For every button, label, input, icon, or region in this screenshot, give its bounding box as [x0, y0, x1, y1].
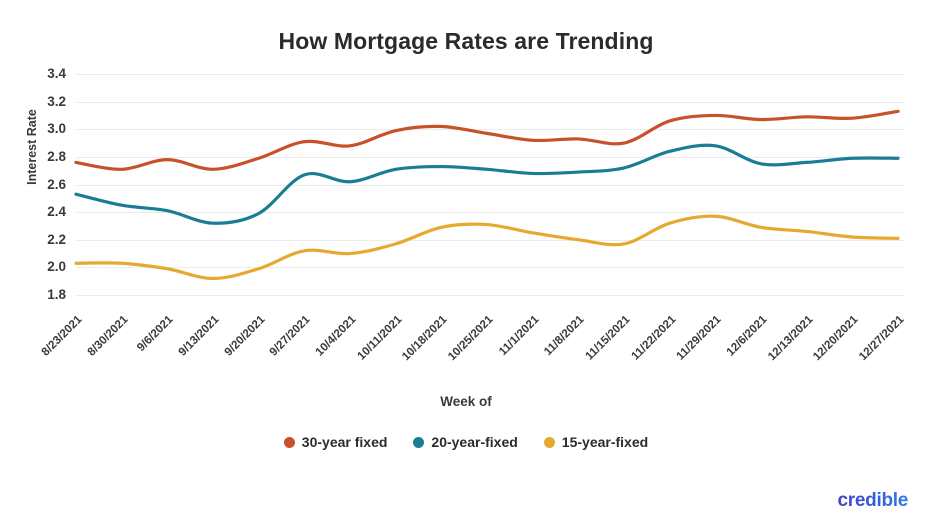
y-axis-tick-label: 3.0 — [47, 121, 66, 137]
gridline — [76, 184, 904, 186]
y-axis-tick-label: 1.8 — [47, 287, 66, 302]
legend-label: 20-year-fixed — [431, 434, 518, 450]
x-axis-title: Week of — [440, 394, 492, 409]
gridline — [76, 239, 904, 241]
y-axis-tick-label: 3.4 — [47, 66, 66, 81]
gridline — [76, 156, 904, 158]
legend-swatch-icon — [283, 436, 295, 448]
chart-title: How Mortgage Rates are Trending — [278, 28, 654, 54]
y-axis-tick-label: 2.8 — [47, 148, 66, 164]
gridline — [76, 129, 904, 131]
gridline — [76, 212, 904, 214]
series-line-15-year-fixed — [74, 214, 900, 281]
series-line-20-year-fixed — [74, 143, 900, 225]
y-axis-tick-label: 2.0 — [47, 259, 66, 275]
y-axis-tick-label: 3.2 — [47, 93, 66, 109]
legend-label: 15-year-fixed — [561, 434, 649, 450]
credible-logo: credible — [837, 490, 909, 511]
legend-item[interactable]: 30-year fixed — [283, 434, 388, 450]
y-axis-tick-label: 2.6 — [47, 176, 66, 192]
legend-label: 30-year fixed — [301, 434, 388, 450]
gridline — [76, 295, 904, 296]
gridline — [76, 101, 904, 103]
y-axis-tick-label: 2.4 — [47, 204, 66, 220]
chart-legend: 30-year fixed 20-year-fixed 15-year-fixed — [0, 434, 932, 450]
legend-swatch-icon — [543, 436, 555, 448]
legend-swatch-icon — [413, 436, 425, 448]
legend-item[interactable]: 15-year-fixed — [543, 434, 649, 450]
y-axis-tick-label: 2.2 — [47, 231, 66, 247]
series-line-30-year-fixed — [74, 109, 900, 171]
gridline — [76, 74, 904, 75]
gridline — [76, 267, 904, 269]
legend-item[interactable]: 20-year-fixed — [413, 434, 518, 450]
